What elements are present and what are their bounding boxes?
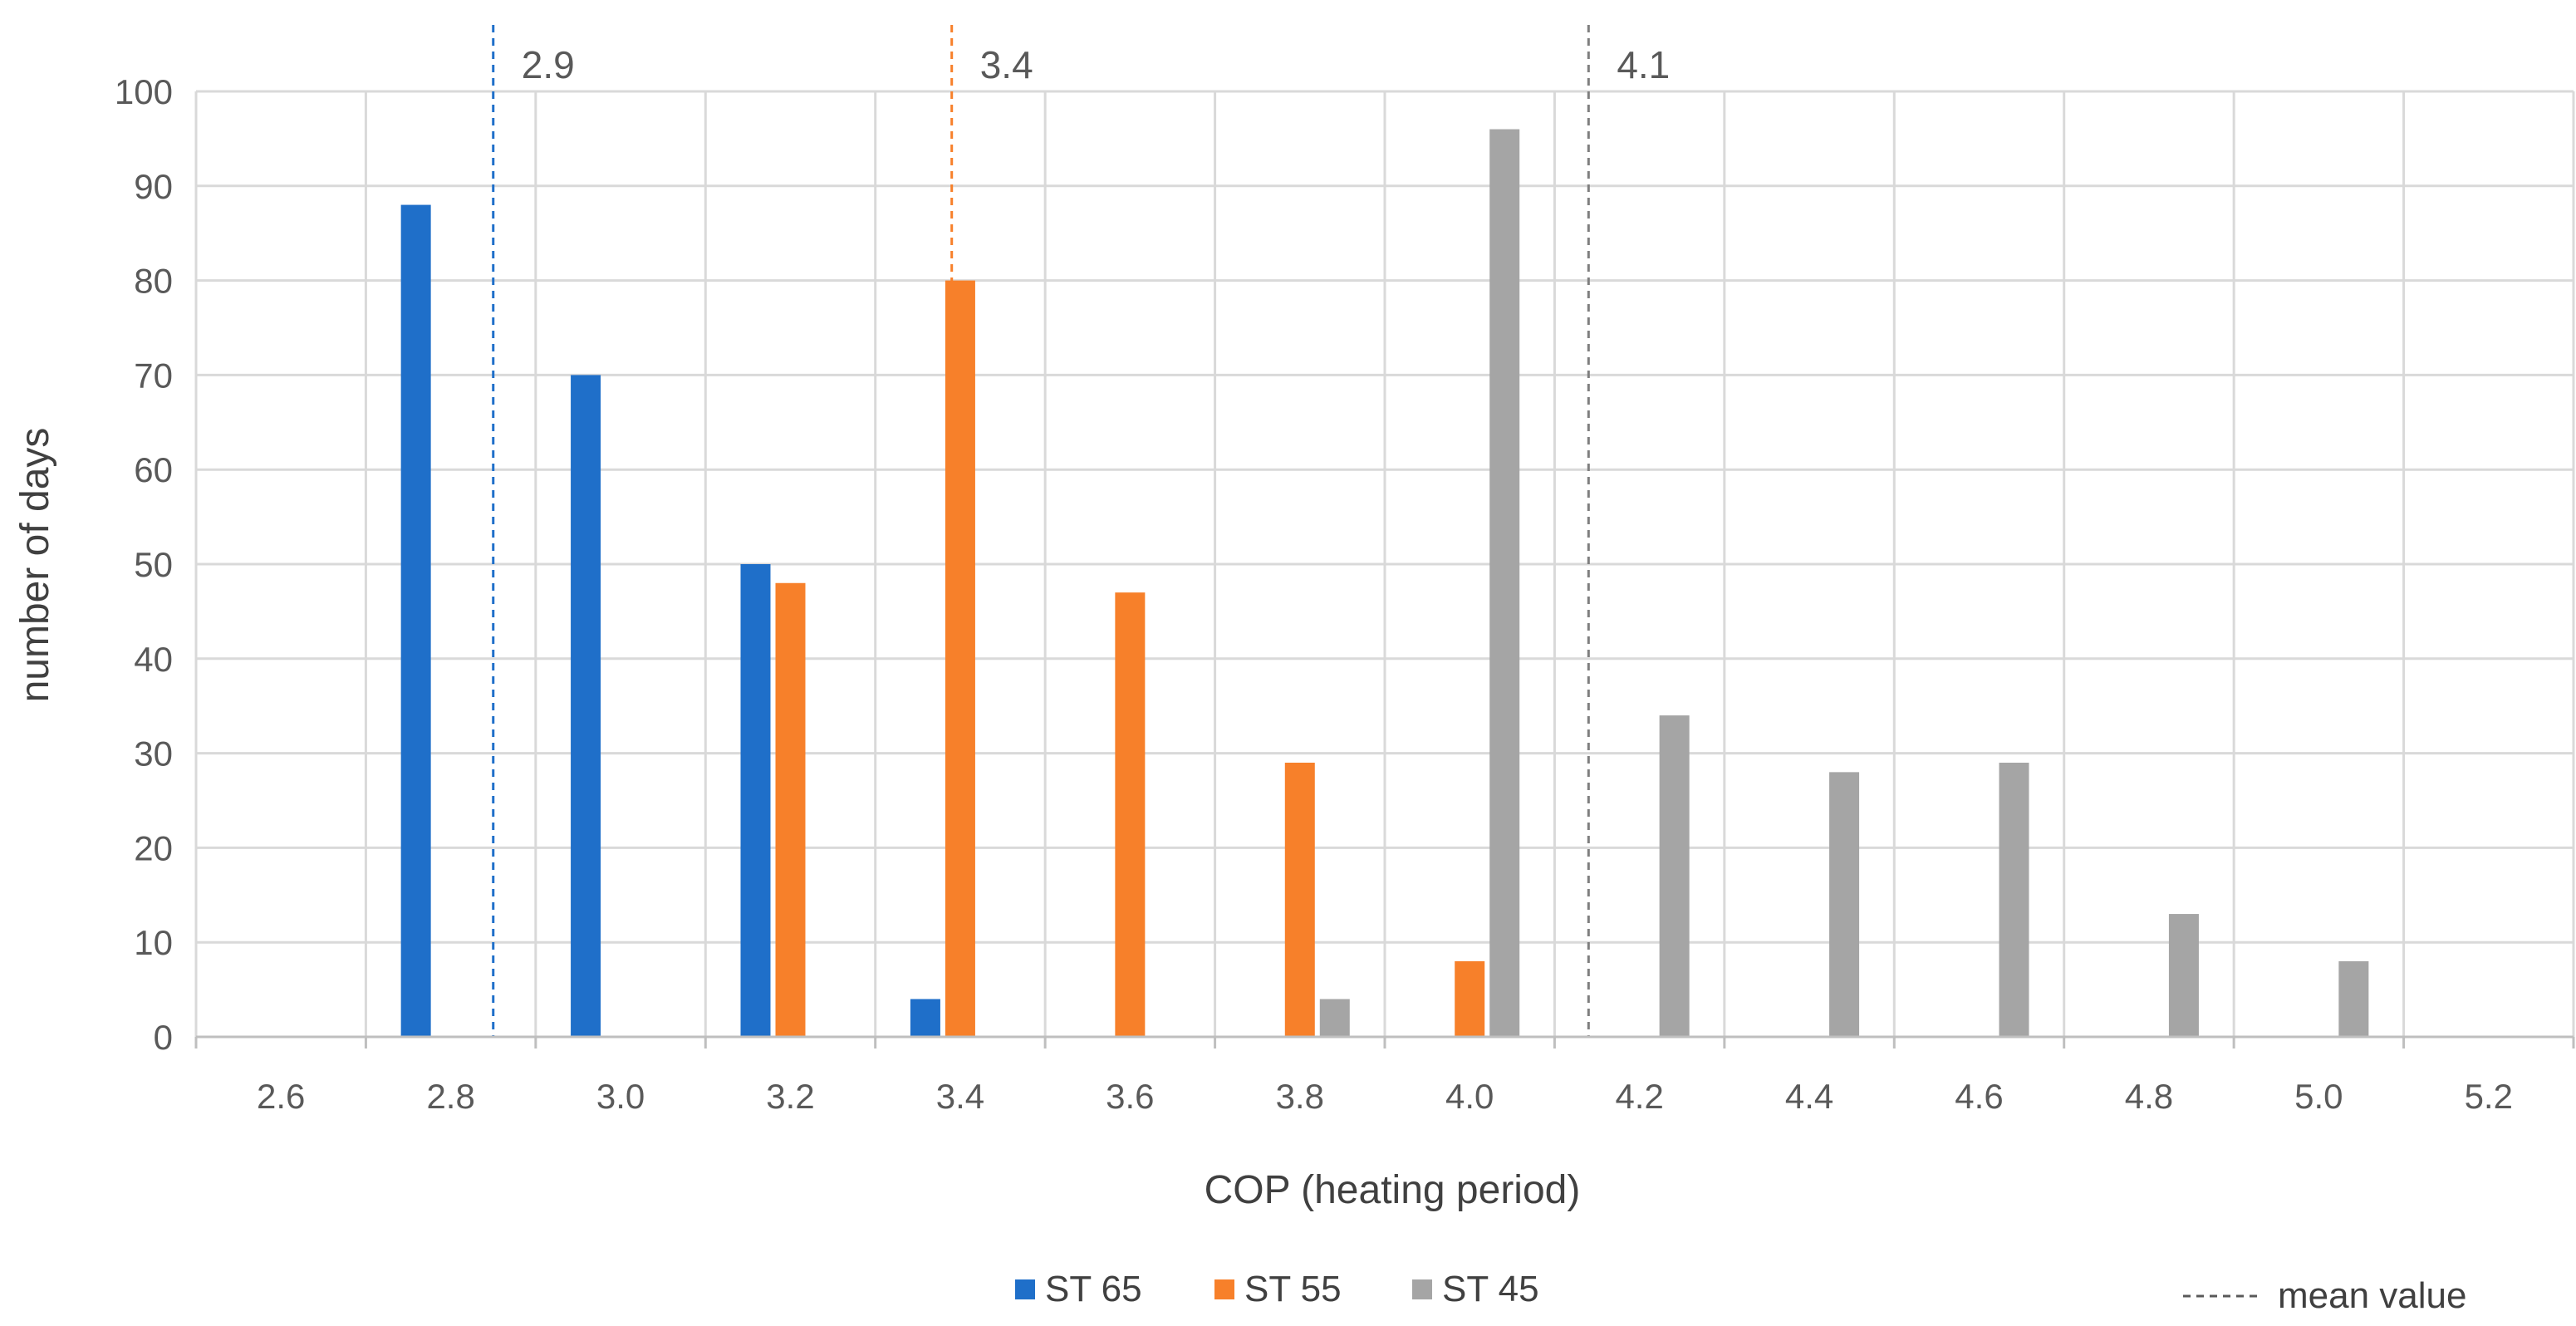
x-tick-label: 3.8: [1276, 1077, 1324, 1116]
y-tick-label: 80: [134, 262, 173, 301]
x-tick-label: 2.8: [426, 1077, 474, 1116]
y-tick-label: 90: [134, 167, 173, 206]
y-tick-label: 10: [134, 923, 173, 962]
bar-st-55-4.0: [1455, 960, 1485, 1037]
y-tick-label: 100: [115, 72, 173, 111]
legend-swatch-st-65: [1015, 1279, 1035, 1299]
tick-labels: 0 10 20 30 40 50 60 70 80 90 100 2.6 2.8 3.0 3.2 3.4 3.6…: [115, 72, 2513, 1116]
bar-st-45-4.0: [1489, 129, 1520, 1037]
bar-st-65-3.4: [910, 999, 940, 1037]
bar-st-55-3.6: [1115, 592, 1146, 1037]
y-tick-label: 50: [134, 545, 173, 584]
bar-st-55-3.8: [1284, 762, 1315, 1037]
x-tick-label: 3.2: [766, 1077, 814, 1116]
legend-label: ST 65: [1045, 1269, 1142, 1309]
y-axis-title: number of days: [13, 428, 57, 703]
y-tick-label: 30: [134, 734, 173, 774]
y-tick-label: 20: [134, 828, 173, 867]
x-tick-label: 4.0: [1445, 1077, 1494, 1116]
bar-st-55-3.2: [775, 582, 806, 1037]
y-tick-label: 70: [134, 356, 173, 395]
y-tick-label: 0: [154, 1018, 173, 1057]
x-tick-label: 3.6: [1106, 1077, 1154, 1116]
bars: [400, 129, 2369, 1038]
bar-st-45-3.8: [1319, 999, 1350, 1037]
gridlines: [194, 90, 2575, 1037]
x-tick-label: 3.0: [596, 1077, 645, 1116]
bar-st-65-2.8: [400, 204, 431, 1037]
bar-st-45-4.4: [1829, 772, 1860, 1037]
bar-st-65-3.0: [571, 375, 601, 1037]
mean-value-label: 2.9: [522, 43, 575, 86]
x-tick-label: 4.4: [1785, 1077, 1833, 1116]
bar-st-55-3.4: [945, 280, 975, 1038]
legend-label: ST 55: [1244, 1269, 1342, 1309]
x-tick-label: 5.2: [2465, 1077, 2513, 1116]
mean-value-label: 4.1: [1617, 43, 1670, 86]
axes: [194, 1035, 2575, 1049]
bar-st-65-3.2: [740, 564, 771, 1037]
mean-value-label: 3.4: [980, 43, 1033, 86]
bar-st-45-4.2: [1659, 715, 1690, 1037]
x-tick-label: 4.6: [1955, 1077, 2003, 1116]
legend-label: ST 45: [1442, 1269, 1539, 1309]
legend-swatch-st-55: [1214, 1279, 1234, 1299]
x-tick-label: 2.6: [257, 1077, 305, 1116]
legend-swatch-st-45: [1412, 1279, 1432, 1299]
bar-st-45-5.0: [2338, 960, 2369, 1037]
legend: ST 65 ST 55 ST 45 mean value: [1015, 1269, 2466, 1316]
x-tick-label: 4.8: [2125, 1077, 2173, 1116]
x-tick-label: 3.4: [936, 1077, 984, 1116]
x-tick-label: 4.2: [1615, 1077, 1663, 1116]
legend-mean-label: mean value: [2278, 1275, 2466, 1316]
y-tick-label: 60: [134, 450, 173, 489]
x-axis-title: COP (heating period): [1205, 1168, 1581, 1212]
y-tick-label: 40: [134, 640, 173, 679]
x-tick-label: 5.0: [2294, 1077, 2343, 1116]
bar-st-45-4.6: [1999, 762, 2029, 1037]
bar-st-45-4.8: [2168, 914, 2199, 1037]
